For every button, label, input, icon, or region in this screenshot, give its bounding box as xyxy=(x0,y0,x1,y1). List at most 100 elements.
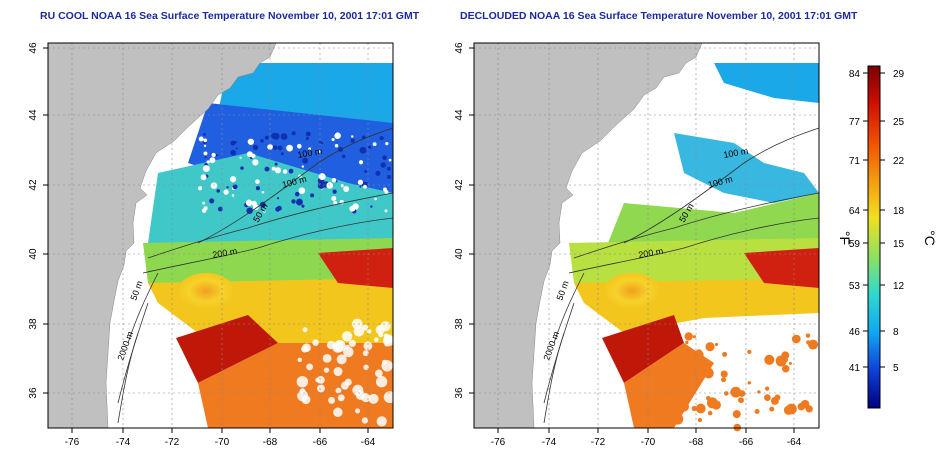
cloud-speck xyxy=(252,159,259,166)
colorbar-tick-f: 64 xyxy=(849,206,861,217)
sst-patch xyxy=(747,349,752,355)
cloud-speck xyxy=(245,199,253,207)
cloud-speck xyxy=(216,189,220,193)
cloud-speck xyxy=(302,343,311,353)
cloud-speck xyxy=(274,167,282,174)
cloud-speck xyxy=(202,201,206,205)
cloud-speck xyxy=(246,151,253,158)
colorbar-tick-f: 77 xyxy=(849,117,861,128)
sst-patch xyxy=(724,391,729,396)
y-tick-label: 36 xyxy=(454,387,465,399)
cloud-speck xyxy=(217,206,223,212)
sst-patch xyxy=(705,342,715,352)
y-tick-label: 42 xyxy=(454,179,465,191)
cloud-speck xyxy=(198,186,203,191)
y-tick-label: 36 xyxy=(28,387,39,399)
cloud-speck xyxy=(291,199,296,204)
cloud-speck xyxy=(359,185,362,188)
cloud-speck xyxy=(260,139,264,143)
sst-patch xyxy=(788,361,792,365)
y-tick-label: 44 xyxy=(454,109,465,121)
sst-patch xyxy=(805,333,811,338)
landmass xyxy=(47,42,277,429)
cloud-speck xyxy=(223,189,229,195)
sst-patch xyxy=(674,348,686,360)
cloud-speck xyxy=(321,142,324,145)
sst-patch xyxy=(721,377,727,383)
cloud-speck xyxy=(198,136,204,142)
landmass xyxy=(473,42,703,429)
colorbar-tick-c: 29 xyxy=(893,69,905,80)
sst-patch xyxy=(691,405,697,412)
x-tick-label: -76 xyxy=(491,437,506,448)
cloud-speck xyxy=(333,407,343,418)
cloud-speck xyxy=(271,166,276,171)
colorbar-tick-f: 71 xyxy=(849,156,861,167)
cloud-speck xyxy=(355,408,361,414)
y-tick-label: 38 xyxy=(454,318,465,330)
cloud-speck xyxy=(317,384,325,393)
sst-patch xyxy=(769,406,775,412)
cloud-speck xyxy=(374,197,377,201)
sst-patch xyxy=(683,389,694,399)
cloud-speck xyxy=(252,144,259,151)
cloud-speck xyxy=(372,142,377,147)
cloud-speck xyxy=(381,360,393,372)
x-tick-label: -64 xyxy=(361,437,376,448)
cloud-speck xyxy=(384,189,389,194)
colorbar-tick-f: 84 xyxy=(849,69,861,80)
cloud-speck xyxy=(351,318,363,330)
colorbar-tick-f: 59 xyxy=(849,239,861,250)
cloud-speck xyxy=(203,133,206,136)
sst-patch xyxy=(684,332,693,341)
cloud-speck xyxy=(387,336,394,343)
x-tick-label: -72 xyxy=(165,437,180,448)
cloud-speck xyxy=(301,204,305,208)
cloud-speck xyxy=(298,187,306,194)
sst-patch xyxy=(672,405,681,415)
y-tick-label: 38 xyxy=(28,318,39,330)
cloud-speck xyxy=(384,209,388,213)
sst-patch xyxy=(791,334,801,344)
cloud-speck xyxy=(358,160,364,165)
cloud-speck xyxy=(361,417,369,424)
colorbar-unit-f: °F xyxy=(837,231,853,245)
cloud-speck xyxy=(291,131,296,136)
sst-patch xyxy=(764,394,771,401)
cloud-speck xyxy=(203,144,207,148)
cloud-speck xyxy=(201,208,207,213)
colorbar-tick-f: 53 xyxy=(849,281,861,292)
sst-patch xyxy=(692,373,702,384)
x-tick-label: -68 xyxy=(689,437,704,448)
colorbar-tick-c: 8 xyxy=(893,327,899,338)
cloud-speck xyxy=(310,193,315,198)
cloud-speck xyxy=(280,133,288,140)
cloud-speck xyxy=(312,339,319,346)
sst-patch xyxy=(754,408,760,415)
cloud-speck xyxy=(343,186,350,192)
bathymetry-contour xyxy=(127,272,159,344)
bathymetry-contour xyxy=(142,217,394,274)
cloud-speck xyxy=(210,182,218,189)
bathymetry-contour xyxy=(553,272,585,344)
sst-patch xyxy=(782,365,790,373)
sst-patch xyxy=(678,401,689,412)
cloud-speck xyxy=(230,140,236,146)
cloud-speck xyxy=(215,154,219,157)
colorbar-tick-f: 46 xyxy=(849,327,861,338)
y-tick-label: 46 xyxy=(454,42,465,54)
cloud-speck xyxy=(376,416,387,427)
sst-patch xyxy=(737,397,744,404)
colorbar-unit-c: °C xyxy=(922,230,938,246)
x-tick-label: -76 xyxy=(65,437,80,448)
contour-label: 200 m xyxy=(638,246,664,260)
cloud-speck xyxy=(240,166,244,170)
cloud-speck xyxy=(209,157,216,164)
cloud-speck xyxy=(276,197,280,200)
cloud-speck xyxy=(247,138,255,145)
cloud-speck xyxy=(234,141,237,144)
cloud-speck xyxy=(297,390,309,402)
cloud-speck xyxy=(297,357,303,363)
x-tick-label: -70 xyxy=(641,437,656,448)
cloud-speck xyxy=(331,195,337,202)
